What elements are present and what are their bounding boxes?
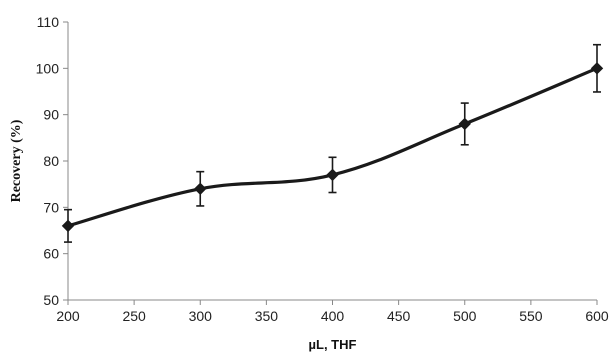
- x-tick-label: 600: [585, 308, 609, 324]
- y-tick-label: 50: [43, 292, 59, 308]
- y-tick-label: 60: [43, 246, 59, 262]
- x-tick-label: 350: [255, 308, 279, 324]
- data-point-marker: [326, 168, 339, 182]
- y-tick-label: 80: [43, 153, 59, 169]
- x-axis-title: µL, THF: [309, 337, 357, 352]
- data-point-marker: [458, 117, 471, 131]
- y-tick-label: 110: [37, 14, 60, 30]
- data-point-marker: [590, 62, 604, 75]
- x-tick-label: 400: [321, 308, 345, 324]
- series-line: [66, 66, 599, 228]
- y-axis-title: Recovery (%): [9, 119, 24, 202]
- x-tick-label: 250: [122, 308, 146, 324]
- data-markers: [61, 62, 604, 233]
- y-tick-label: 90: [43, 107, 59, 123]
- y-tick-label: 100: [36, 60, 60, 76]
- data-point-marker: [194, 182, 207, 196]
- x-tick-label: 300: [189, 308, 213, 324]
- x-tick-label: 450: [387, 308, 411, 324]
- data-point-marker: [61, 219, 75, 233]
- x-ticks: 200 250 300 350 400 450 500 550 600: [56, 300, 609, 324]
- x-tick-label: 500: [453, 308, 477, 324]
- x-tick-label: 550: [519, 308, 543, 324]
- error-bars: [64, 43, 601, 243]
- y-tick-label: 70: [43, 199, 59, 215]
- y-ticks: 50 60 70 80 90 100 110: [36, 14, 68, 308]
- x-tick-label: 200: [56, 308, 80, 324]
